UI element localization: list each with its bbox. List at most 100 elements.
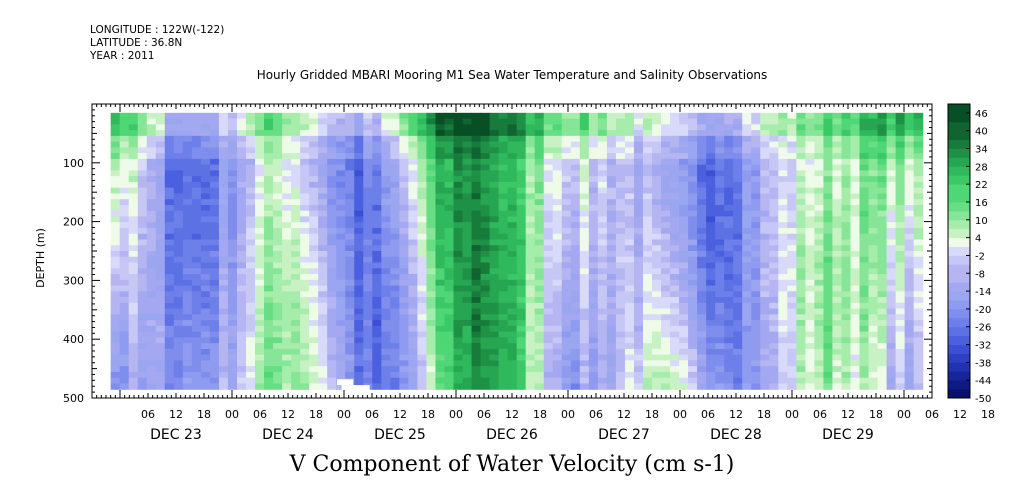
heatmap-cell <box>670 256 680 264</box>
heatmap-cell <box>110 383 121 390</box>
colorbar-label: -32 <box>975 341 991 352</box>
heatmap-cell <box>787 371 797 379</box>
heatmap-cell <box>119 274 130 281</box>
heatmap-cell <box>895 141 906 148</box>
heatmap-cell <box>742 297 752 304</box>
heatmap-cell <box>146 354 157 361</box>
heatmap-cell <box>336 348 346 356</box>
heatmap-cell <box>624 233 635 241</box>
heatmap-cell <box>751 170 761 177</box>
heatmap-cell <box>661 274 671 281</box>
heatmap-cell <box>236 302 247 310</box>
heatmap-cell <box>336 193 346 200</box>
heatmap-cell <box>327 314 337 321</box>
colorbar-swatch <box>948 157 970 167</box>
heatmap-cell <box>697 216 707 223</box>
heatmap-cell <box>543 377 554 385</box>
heatmap-cell <box>525 354 536 361</box>
heatmap-cell <box>291 227 301 235</box>
heatmap-cell <box>381 348 391 356</box>
heatmap-cell <box>841 193 852 200</box>
heatmap-cell <box>137 360 148 367</box>
heatmap-cell <box>408 199 419 206</box>
heatmap-cell <box>561 135 572 143</box>
heatmap-cell <box>642 141 653 148</box>
heatmap-cell <box>236 187 247 195</box>
heatmap-cell <box>507 337 518 344</box>
heatmap-cell <box>588 187 599 195</box>
heatmap-cell <box>913 181 924 189</box>
heatmap-cell <box>408 153 419 160</box>
heatmap-cell <box>345 176 355 183</box>
heatmap-cell <box>832 147 843 154</box>
heatmap-cell <box>435 297 446 304</box>
heatmap-cell <box>895 366 906 373</box>
heatmap-cell <box>868 153 879 160</box>
heatmap-cell <box>372 308 382 315</box>
heatmap-cell <box>345 314 355 321</box>
heatmap-cell <box>606 331 617 338</box>
heatmap-cell <box>751 130 761 137</box>
heatmap-cell <box>354 291 364 298</box>
heatmap-cell <box>209 187 220 195</box>
heatmap-cell <box>525 181 536 189</box>
heatmap-cell <box>688 279 698 287</box>
heatmap-cell <box>236 130 247 137</box>
heatmap-cell <box>164 268 175 275</box>
heatmap-cell <box>850 199 861 206</box>
heatmap-cell <box>273 331 283 338</box>
heatmap-cell <box>489 262 500 269</box>
heatmap-cell <box>137 337 148 344</box>
heatmap-cell <box>760 239 770 246</box>
heatmap-cell <box>886 291 897 298</box>
heatmap-cell <box>480 314 491 321</box>
heatmap-cell <box>327 268 337 275</box>
heatmap-cell <box>769 251 779 258</box>
heatmap-cell <box>399 199 409 206</box>
heatmap-cell <box>110 147 121 154</box>
heatmap-cell <box>868 170 879 177</box>
heatmap-cell <box>309 204 319 212</box>
heatmap-cell <box>128 170 139 177</box>
heatmap-cell <box>570 279 581 287</box>
heatmap-cell <box>282 256 292 264</box>
heatmap-cell <box>742 354 752 361</box>
heatmap-cell <box>444 227 455 235</box>
heatmap-cell <box>751 193 761 200</box>
heatmap-cell <box>119 164 130 171</box>
heatmap-cell <box>417 222 428 229</box>
heatmap-cell <box>868 199 879 206</box>
heatmap-cell <box>155 285 166 292</box>
heatmap-cell <box>633 199 644 206</box>
heatmap-cell <box>841 308 852 315</box>
heatmap-cell <box>579 216 590 223</box>
heatmap-cell <box>516 371 527 379</box>
heatmap-cell <box>525 308 536 315</box>
heatmap-cell <box>904 199 915 206</box>
colorbar-swatch <box>948 389 970 399</box>
heatmap-cell <box>498 366 509 373</box>
heatmap-cell <box>336 187 346 195</box>
heatmap-cell <box>264 176 274 183</box>
heatmap-cell <box>236 176 247 183</box>
heatmap-cell <box>715 210 725 218</box>
heatmap-cell <box>525 245 536 252</box>
heatmap-cell <box>615 268 626 275</box>
heatmap-cell <box>507 176 518 183</box>
heatmap-cell <box>886 204 897 212</box>
heatmap-cell <box>444 343 455 350</box>
heatmap-cell <box>345 118 355 125</box>
heatmap-cell <box>128 124 139 131</box>
heatmap-cell <box>579 251 590 258</box>
heatmap-cell <box>805 331 815 338</box>
heatmap-cell <box>137 135 148 143</box>
heatmap-cell <box>462 158 473 166</box>
heatmap-cell <box>291 118 301 125</box>
heatmap-cell <box>146 366 157 373</box>
heatmap-cell <box>778 239 788 246</box>
heatmap-cell <box>435 256 446 264</box>
heatmap-cell <box>200 216 211 223</box>
heatmap-cell <box>715 291 725 298</box>
heatmap-cell <box>642 308 653 315</box>
heatmap-cell <box>246 130 256 137</box>
